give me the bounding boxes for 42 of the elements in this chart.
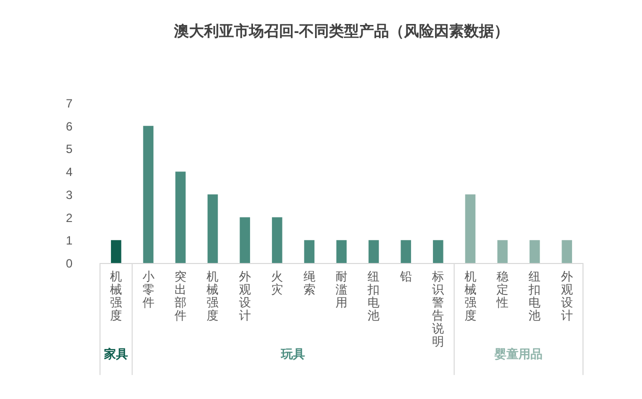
- x-tick-label: 机械强度: [206, 270, 219, 322]
- y-tick-label: 3: [66, 188, 73, 202]
- x-tick-label: 突出部件: [174, 270, 186, 322]
- bar: [143, 126, 154, 263]
- bar: [304, 240, 314, 263]
- x-tick-label: 机械强度: [110, 270, 122, 322]
- bar: [465, 194, 476, 263]
- y-tick-label: 4: [66, 165, 73, 180]
- bar: [400, 240, 412, 263]
- text: 家具: [103, 347, 128, 361]
- bar: [208, 194, 218, 263]
- x-tick-label: 外观设计: [560, 270, 573, 322]
- bar: [530, 240, 540, 263]
- x-tick-label: 纽扣电池: [528, 270, 541, 322]
- x-tick-label: 机械强度: [464, 270, 476, 322]
- x-tick-label: 火灾: [271, 270, 284, 296]
- bar: [272, 217, 282, 263]
- y-tick-label: 7: [66, 96, 73, 110]
- bar: [240, 217, 250, 263]
- y-tick-label: 2: [66, 210, 73, 225]
- x-tick-label: 绳索: [303, 270, 316, 296]
- x-tick-label: 标识警告说明: [431, 270, 444, 348]
- y-tick-label: 0: [66, 256, 73, 270]
- bar: [336, 240, 347, 263]
- y-tick-label: 1: [66, 234, 73, 248]
- x-tick-label: 稳定性: [496, 270, 508, 310]
- bar: [175, 172, 186, 263]
- text: 婴童用品: [494, 347, 543, 361]
- x-tick-label: 小零件: [142, 270, 154, 310]
- bar: [110, 240, 122, 263]
- bar: [368, 240, 379, 263]
- bar: [432, 240, 444, 263]
- x-tick-label: 纽扣电池: [366, 270, 380, 322]
- bar: [562, 240, 572, 263]
- y-tick-label: 5: [66, 142, 73, 156]
- x-tick-label: 耐滥用: [336, 270, 348, 310]
- x-tick-label: 外观设计: [238, 270, 251, 322]
- y-tick-label: 6: [66, 119, 73, 134]
- chart-title: 澳大利亚市场召回-不同类型产品（风险因素数据）: [173, 22, 509, 40]
- bar: [497, 240, 508, 263]
- x-tick-label: 铅: [398, 270, 412, 284]
- text: 玩具: [280, 347, 306, 361]
